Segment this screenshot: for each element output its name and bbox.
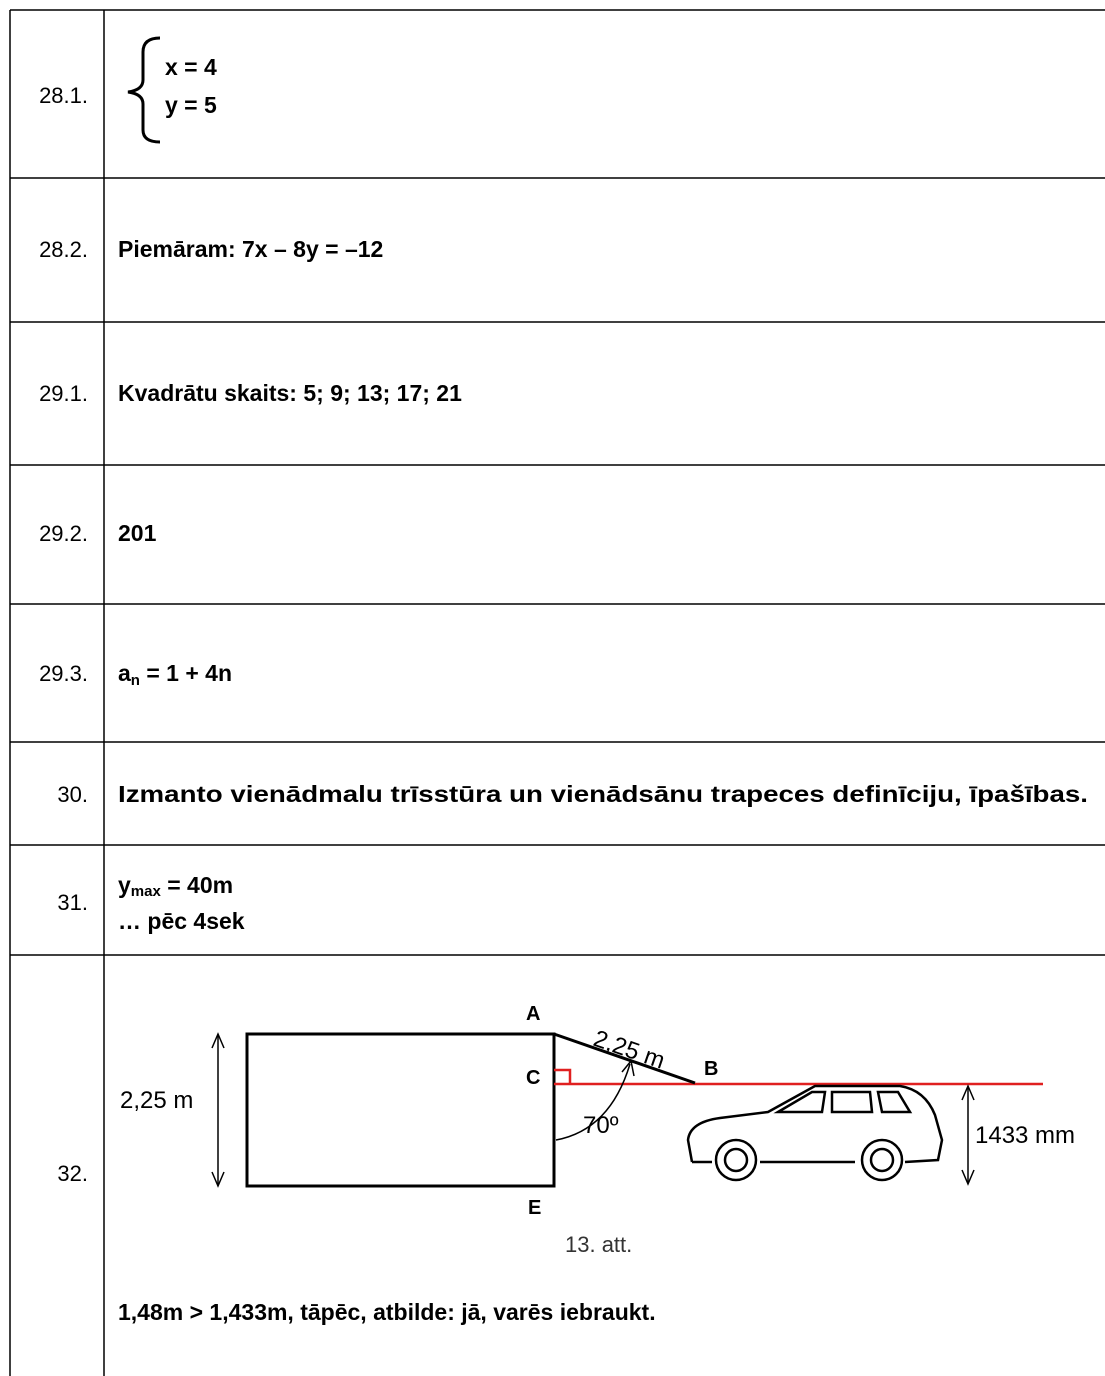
- row-number: 29.2.: [39, 521, 88, 546]
- answer: 1,48m > 1,433m, tāpēc, atbilde: jā, varē…: [118, 1299, 656, 1325]
- height-label: 2,25 m: [120, 1087, 193, 1114]
- car: [686, 1084, 944, 1182]
- answer: Kvadrātu skaits: 5; 9; 13; 17; 21: [118, 380, 462, 406]
- row-number: 28.2.: [39, 237, 88, 262]
- figure: 2,25 m 2,25 m 70º A C B E 1433 mm 13. at…: [120, 1003, 1075, 1257]
- row-number: 29.1.: [39, 381, 88, 406]
- car-height-label: 1433 mm: [975, 1122, 1075, 1149]
- answer: Piemāram: 7x – 8y = –12: [118, 236, 383, 262]
- brace: [127, 36, 161, 144]
- equation: y = 5: [165, 92, 217, 118]
- row-number: 30.: [57, 782, 88, 807]
- angle-label: 70º: [583, 1112, 619, 1139]
- figure-caption: 13. att.: [565, 1232, 632, 1257]
- table-lines: [9, 9, 1105, 1376]
- answer: … pēc 4sek: [118, 908, 245, 934]
- formula: ymax = 40m: [118, 872, 233, 900]
- formula: an = 1 + 4n: [118, 660, 232, 689]
- row-number: 32.: [57, 1161, 88, 1186]
- formula-sub: max: [131, 883, 162, 900]
- formula-rest: = 40m: [161, 872, 233, 898]
- answer: 201: [118, 520, 157, 546]
- row-number: 31.: [57, 890, 88, 915]
- row-number: 29.3.: [39, 661, 88, 686]
- formula-base: y: [118, 872, 131, 898]
- point-label: C: [526, 1067, 540, 1089]
- row-number: 28.1.: [39, 83, 88, 108]
- formula-rest: = 1 + 4n: [140, 660, 232, 686]
- formula-sub: n: [131, 672, 140, 689]
- answer: Izmanto vienādmalu trīsstūra un vienādsā…: [118, 781, 1088, 807]
- equation: x = 4: [165, 54, 217, 80]
- point-label: A: [526, 1003, 540, 1025]
- point-label: B: [704, 1058, 718, 1080]
- point-label: E: [528, 1197, 541, 1219]
- formula-base: a: [118, 660, 131, 686]
